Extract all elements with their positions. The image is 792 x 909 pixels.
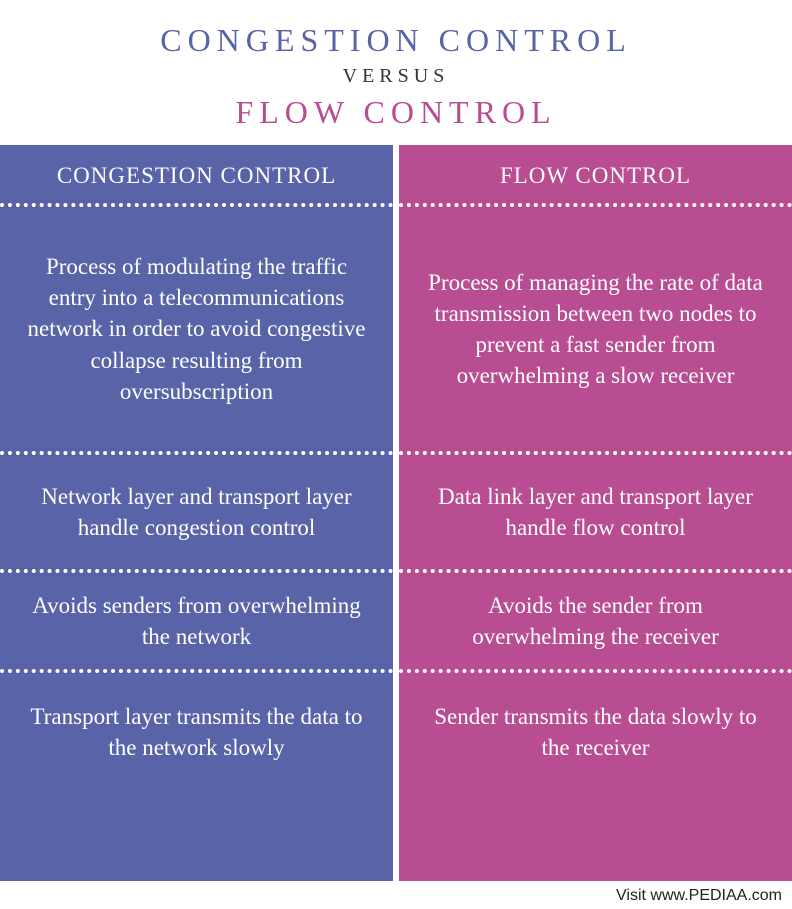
right-cell-avoids: Avoids the sender from overwhelming the … [399, 573, 792, 673]
right-cell-layers: Data link layer and transport layer hand… [399, 455, 792, 573]
infographic-header: CONGESTION CONTROL VERSUS FLOW CONTROL [0, 0, 792, 145]
title-line1: CONGESTION CONTROL [10, 22, 782, 59]
left-cell-transmit: Transport layer transmits the data to th… [0, 673, 393, 791]
right-column-header: FLOW CONTROL [399, 145, 792, 207]
title-versus: VERSUS [10, 65, 782, 88]
left-cell-definition: Process of modulating the traffic entry … [0, 207, 393, 455]
title-line2: FLOW CONTROL [10, 94, 782, 131]
comparison-table: CONGESTION CONTROL Process of modulating… [0, 145, 792, 881]
right-cell-definition: Process of managing the rate of data tra… [399, 207, 792, 455]
left-cell-layers: Network layer and transport layer handle… [0, 455, 393, 573]
left-column-header: CONGESTION CONTROL [0, 145, 393, 207]
left-column: CONGESTION CONTROL Process of modulating… [0, 145, 393, 881]
left-cell-avoids: Avoids senders from overwhelming the net… [0, 573, 393, 673]
footer-attribution: Visit www.PEDIAA.com [0, 881, 792, 909]
right-cell-transmit: Sender transmits the data slowly to the … [399, 673, 792, 791]
right-column: FLOW CONTROL Process of managing the rat… [399, 145, 792, 881]
